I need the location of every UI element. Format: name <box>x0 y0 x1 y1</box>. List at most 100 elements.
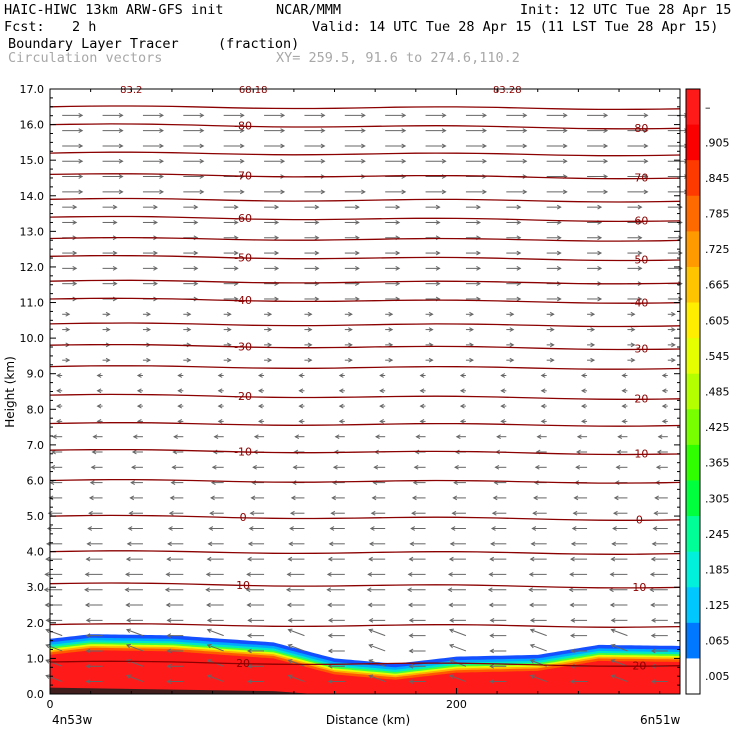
vector-arrow <box>142 311 151 317</box>
vector-arrow <box>327 602 345 608</box>
vector-head <box>205 572 211 577</box>
x-axis-label: Distance (km) <box>326 713 410 727</box>
vector-head <box>549 357 555 363</box>
vector-shaft <box>288 629 305 637</box>
vector-arrow <box>546 158 568 164</box>
vector-head <box>112 266 118 271</box>
y-tick-label: 6.0 <box>27 474 45 487</box>
vector-arrow <box>650 633 668 638</box>
vector-head <box>153 281 158 287</box>
vector-head <box>570 633 575 638</box>
vector-arrow <box>489 663 507 669</box>
vector-head <box>603 174 609 179</box>
vector-head <box>159 143 164 149</box>
vector-head <box>136 388 142 394</box>
vector-head <box>361 158 366 164</box>
vector-arrow <box>258 388 265 394</box>
vector-arrow <box>223 311 232 317</box>
vector-arrow <box>415 434 426 440</box>
vector-head <box>125 602 131 608</box>
vector-arrow <box>465 327 474 332</box>
vector-head <box>568 587 574 593</box>
vector-arrow <box>52 434 63 440</box>
vector-arrow <box>425 357 434 363</box>
vector-arrow <box>667 342 676 348</box>
vector-head <box>597 266 603 271</box>
vector-head <box>85 679 91 684</box>
vector-head <box>130 480 135 485</box>
vector-head <box>482 189 487 195</box>
vector-head <box>280 189 286 195</box>
vector-head <box>206 674 212 679</box>
vector-head <box>159 128 164 133</box>
vector-head <box>401 158 407 164</box>
vector-head <box>576 434 582 440</box>
vector-head <box>650 556 656 562</box>
vector-head <box>492 495 498 501</box>
vector-head <box>125 572 130 577</box>
vector-arrow <box>450 526 466 531</box>
vector-shaft <box>126 644 144 652</box>
vector-arrow <box>136 388 143 394</box>
vector-arrow <box>616 449 628 455</box>
vector-head <box>459 373 465 378</box>
vector-head <box>84 602 90 608</box>
vector-head <box>250 495 256 501</box>
vector-head <box>78 143 84 149</box>
vector-arrow <box>530 541 547 547</box>
vector-head <box>388 311 394 317</box>
vector-arrow <box>627 266 643 271</box>
vector-arrow <box>88 510 103 516</box>
vector-arrow <box>385 266 401 271</box>
vector-arrow <box>331 495 345 501</box>
vector-arrow <box>576 434 588 440</box>
vector-head <box>388 357 394 363</box>
vector-arrow <box>627 189 649 195</box>
vector-head <box>494 464 500 470</box>
colorbar-label: .305 <box>705 492 730 505</box>
vector-arrow <box>206 602 224 608</box>
vector-head <box>678 204 683 210</box>
vector-arrow <box>587 235 603 241</box>
vector-arrow <box>650 648 668 654</box>
vector-head <box>435 204 441 210</box>
vector-head <box>562 128 568 133</box>
vector-head <box>581 388 586 394</box>
vector-arrow <box>247 541 265 547</box>
isotherm-line <box>49 151 681 157</box>
vector-arrow <box>425 250 441 256</box>
vector-arrow <box>452 495 466 501</box>
vector-head <box>447 587 453 593</box>
vector-arrow <box>627 174 649 179</box>
vector-head <box>105 311 111 317</box>
vector-head <box>217 373 223 378</box>
vector-arrow <box>304 204 320 210</box>
vector-head <box>329 526 335 531</box>
vector-arrow <box>610 556 628 562</box>
y-tick-label: 11.0 <box>20 297 45 310</box>
y-tick-label: 5.0 <box>27 510 45 523</box>
vector-arrow <box>50 464 63 470</box>
vector-head <box>280 112 286 118</box>
vector-head <box>348 311 353 317</box>
vector-arrow <box>651 617 668 623</box>
vector-head <box>490 526 496 531</box>
vector-head <box>610 628 616 633</box>
vector-arrow <box>165 572 184 577</box>
colorbar-label: .005 <box>705 670 730 683</box>
vector-head <box>569 572 574 577</box>
vector-head <box>226 311 232 317</box>
vector-head <box>643 143 649 149</box>
vector-head <box>78 158 84 164</box>
vector-head <box>258 388 263 394</box>
vector-head <box>286 602 292 608</box>
vector-arrow <box>102 266 118 271</box>
vector-arrow <box>304 128 326 133</box>
vector-arrow <box>465 311 474 317</box>
vector-arrow <box>344 266 360 271</box>
forecast-label: Fcst: <box>4 19 45 35</box>
vector-head <box>287 674 293 679</box>
vector-arrow <box>245 587 265 593</box>
vector-arrow <box>581 388 588 394</box>
vector-head <box>287 643 293 649</box>
